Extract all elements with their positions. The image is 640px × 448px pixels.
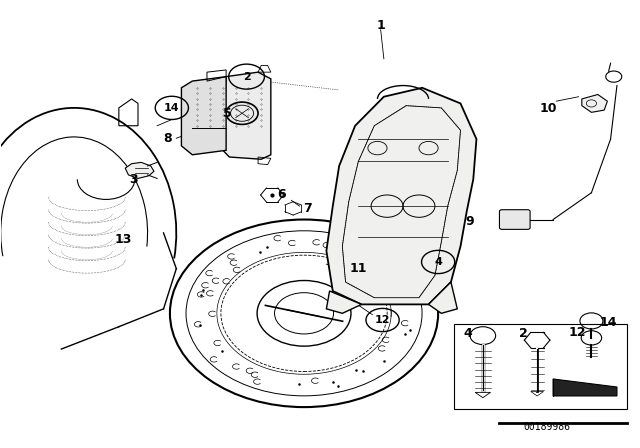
Text: 12: 12 (375, 315, 390, 325)
Text: 4: 4 (464, 327, 472, 340)
Text: 7: 7 (303, 202, 312, 215)
Polygon shape (326, 291, 362, 313)
Text: 14: 14 (164, 103, 180, 113)
Text: 14: 14 (600, 316, 618, 329)
Text: 1: 1 (376, 19, 385, 32)
Text: 2: 2 (518, 327, 527, 340)
FancyBboxPatch shape (454, 324, 627, 409)
FancyBboxPatch shape (499, 210, 530, 229)
Text: 6: 6 (277, 189, 286, 202)
Text: 13: 13 (115, 233, 132, 246)
Text: 12: 12 (568, 326, 586, 339)
Polygon shape (223, 72, 271, 159)
Text: 11: 11 (349, 262, 367, 275)
Text: 4: 4 (434, 257, 442, 267)
Polygon shape (125, 162, 154, 178)
Polygon shape (553, 379, 617, 396)
Text: 00189986: 00189986 (524, 422, 570, 432)
Text: 2: 2 (243, 72, 250, 82)
Polygon shape (582, 95, 607, 112)
Text: 8: 8 (164, 132, 172, 145)
Text: 10: 10 (540, 102, 557, 115)
Polygon shape (429, 282, 458, 313)
Text: 5: 5 (223, 107, 232, 120)
Polygon shape (326, 88, 476, 304)
Text: 9: 9 (466, 215, 474, 228)
Polygon shape (181, 77, 226, 155)
Text: 3: 3 (129, 173, 138, 186)
